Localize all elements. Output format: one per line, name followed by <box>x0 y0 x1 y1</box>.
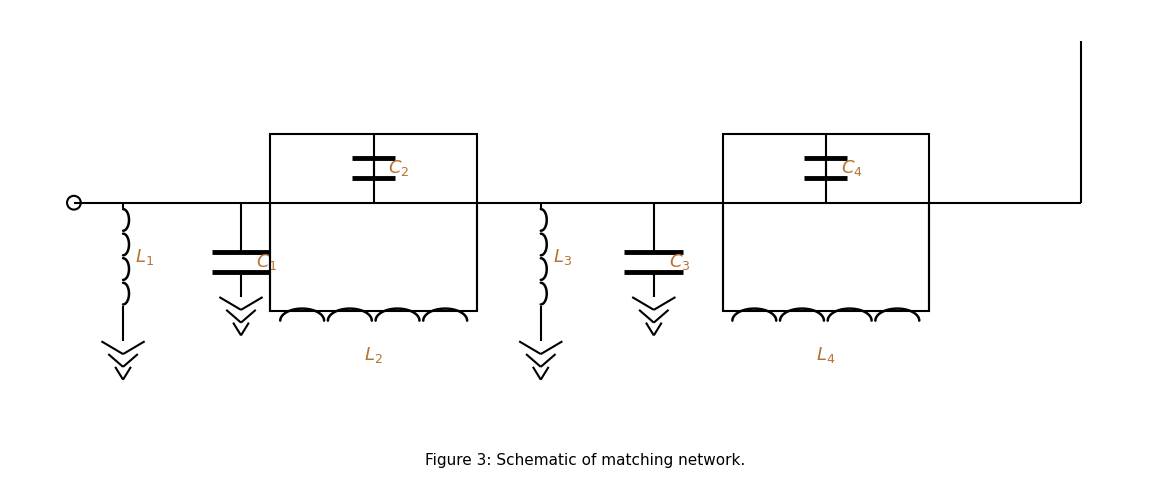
Text: $C_3$: $C_3$ <box>669 252 690 272</box>
Polygon shape <box>723 134 929 311</box>
Text: $L_1$: $L_1$ <box>135 247 153 267</box>
Text: $L_3$: $L_3$ <box>553 247 571 267</box>
Text: $C_2$: $C_2$ <box>389 158 410 178</box>
Text: $L_4$: $L_4$ <box>816 345 835 365</box>
Text: $C_4$: $C_4$ <box>841 158 862 178</box>
Text: $L_2$: $L_2$ <box>364 345 383 365</box>
Text: Figure 3: Schematic of matching network.: Figure 3: Schematic of matching network. <box>425 453 745 468</box>
Polygon shape <box>271 134 477 311</box>
Text: $C_1$: $C_1$ <box>255 252 278 272</box>
